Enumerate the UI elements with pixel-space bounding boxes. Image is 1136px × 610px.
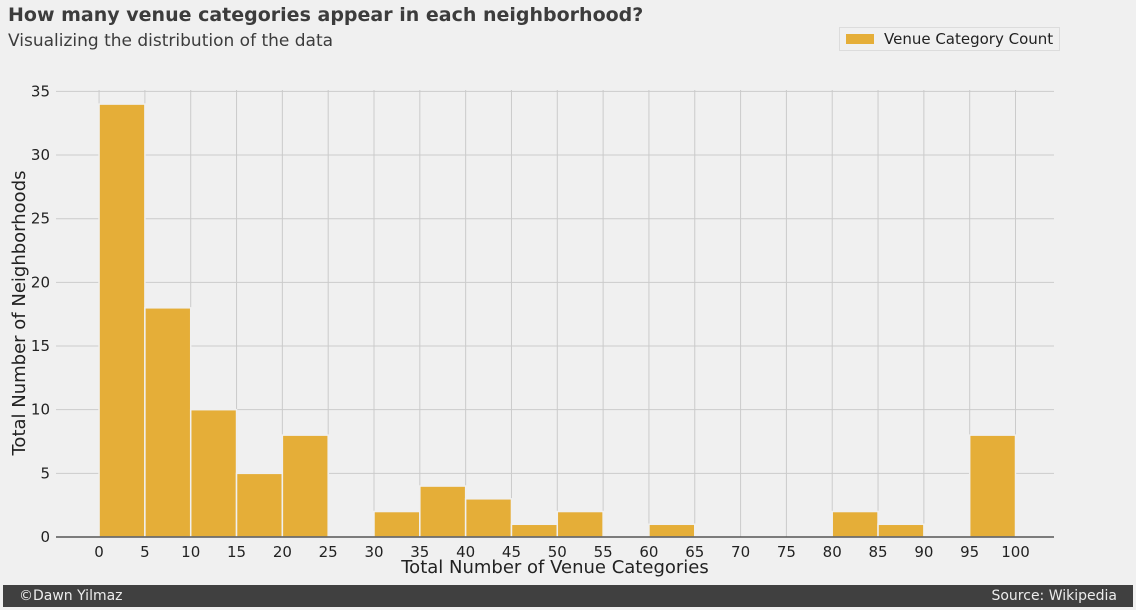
histogram-bar — [235, 472, 284, 538]
x-axis-label: Total Number of Venue Categories — [400, 557, 709, 578]
x-tick-label: 25 — [319, 543, 338, 561]
x-tick-label: 80 — [823, 543, 842, 561]
bars — [98, 103, 1017, 538]
histogram-bar — [281, 434, 329, 538]
x-tick-label: 10 — [181, 543, 200, 561]
y-tick-label: 5 — [40, 464, 50, 482]
histogram-bar — [189, 408, 238, 538]
x-tick-label: 70 — [731, 543, 750, 561]
x-tick-label: 90 — [914, 543, 933, 561]
axes: 0 5 10 15 20 25 30 35 0 5 10 15 20 25 30 35 40 45 50 55 60 65… — [31, 82, 1054, 561]
y-tick-label: 25 — [31, 210, 50, 228]
chart-title: How many venue categories appear in each… — [8, 4, 644, 26]
histogram-bar — [648, 523, 696, 538]
footer-author: ©Dawn Yilmaz — [19, 588, 123, 604]
x-tick-label: 5 — [140, 543, 150, 561]
y-tick-label: 0 — [40, 528, 50, 546]
x-tick-label: 85 — [868, 543, 887, 561]
y-tick-label: 30 — [31, 146, 50, 164]
x-tick-label: 95 — [960, 543, 979, 561]
x-tick-label: 45 — [502, 543, 521, 561]
histogram-bar — [510, 523, 559, 538]
histogram-bar — [98, 103, 146, 538]
x-tick-label: 60 — [639, 543, 658, 561]
y-axis-label: Total Number of Neighborhoods — [9, 171, 30, 457]
x-tick-label: 55 — [594, 543, 613, 561]
y-tick-label: 15 — [31, 337, 50, 355]
y-tick-label: 10 — [31, 401, 50, 419]
legend-swatch — [846, 34, 874, 44]
histogram-bar — [831, 510, 879, 538]
x-tick-label: 100 — [1001, 543, 1030, 561]
histogram-bar — [144, 307, 192, 538]
x-tick-label: 30 — [364, 543, 383, 561]
y-tick-label: 35 — [31, 82, 50, 100]
histogram-bar — [419, 485, 467, 538]
histogram-bar — [877, 523, 925, 538]
x-tick-label: 40 — [456, 543, 475, 561]
legend: Venue Category Count — [839, 27, 1061, 51]
legend-label: Venue Category Count — [884, 30, 1054, 48]
x-tick-label: 75 — [777, 543, 796, 561]
x-tick-label: 35 — [410, 543, 429, 561]
y-tick-label: 20 — [31, 273, 50, 291]
histogram-chart: 0 5 10 15 20 25 30 35 0 5 10 15 20 25 30 35 40 45 50 55 60 65… — [9, 82, 1054, 578]
x-tick-label: 0 — [94, 543, 104, 561]
x-tick-label: 20 — [273, 543, 292, 561]
x-tick-label: 50 — [548, 543, 567, 561]
histogram-bar — [373, 510, 421, 538]
footer-bar: ©Dawn Yilmaz Source: Wikipedia — [3, 585, 1133, 607]
histogram-bar — [464, 498, 513, 538]
x-tick-label: 15 — [227, 543, 246, 561]
histogram-bar — [556, 510, 604, 538]
chart-subtitle: Visualizing the distribution of the data — [8, 31, 334, 51]
histogram-bar — [968, 434, 1017, 538]
footer-source: Source: Wikipedia — [991, 588, 1117, 604]
x-tick-label: 65 — [685, 543, 704, 561]
